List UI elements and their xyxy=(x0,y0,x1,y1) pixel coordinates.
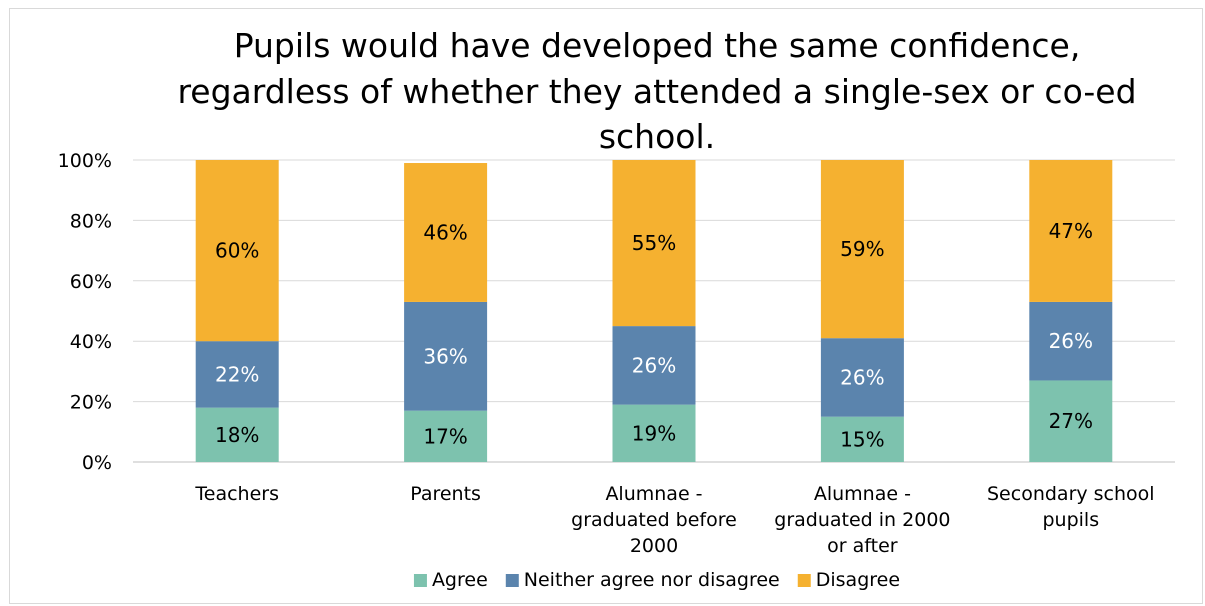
bar-segment xyxy=(820,160,904,339)
x-category-label: Alumnae - xyxy=(814,483,911,505)
x-category-label: Secondary school xyxy=(987,483,1155,505)
legend-label: Neither agree nor disagree xyxy=(524,569,780,591)
legend-swatch xyxy=(413,574,427,587)
legend: Agree Neither agree nor disagree Disagree xyxy=(413,569,900,591)
chart-title-line: school. xyxy=(599,117,715,156)
bars xyxy=(195,160,1113,462)
data-label: 22% xyxy=(215,362,259,386)
data-label: 46% xyxy=(423,220,467,244)
bar-segment xyxy=(612,160,696,327)
y-tick-label: 60% xyxy=(70,271,112,293)
x-category-label: graduated before xyxy=(571,509,737,531)
legend-item: Agree xyxy=(413,569,488,591)
data-label: 18% xyxy=(215,423,259,447)
y-tick-label: 80% xyxy=(70,210,112,232)
data-label: 60% xyxy=(215,239,259,263)
chart-title: Pupils would have developed the same con… xyxy=(177,26,1136,156)
data-label: 47% xyxy=(1049,219,1093,243)
data-label: 26% xyxy=(1049,329,1093,353)
data-label: 59% xyxy=(840,237,884,261)
x-category-label: Alumnae - xyxy=(605,483,702,505)
data-label: 26% xyxy=(632,353,676,377)
y-axis-ticks: 0% 20% 40% 60% 80% 100% xyxy=(58,150,112,474)
bar-segment xyxy=(820,416,904,462)
chart-title-line: regardless of whether they attended a si… xyxy=(177,72,1136,111)
data-label: 36% xyxy=(423,344,467,368)
legend-item: Disagree xyxy=(797,569,900,591)
data-label: 55% xyxy=(632,231,676,255)
bar-segment xyxy=(404,163,488,302)
x-category-label: graduated in 2000 xyxy=(774,509,950,531)
x-category-label: 2000 xyxy=(630,535,678,557)
bar-segment xyxy=(1029,160,1113,302)
legend-swatch xyxy=(505,574,519,587)
data-label: 19% xyxy=(632,421,676,445)
data-label: 15% xyxy=(840,427,884,451)
bar-segment xyxy=(612,326,696,405)
x-axis-categories: Teachers Parents Alumnae - graduated before… xyxy=(194,483,1154,557)
bar-segment xyxy=(195,407,279,462)
data-label: 17% xyxy=(423,424,467,448)
data-labels: 18% 22% 60% 17% 36% 46% 19% 26% 55% 15% 26% 59% 27% 2… xyxy=(215,219,1093,451)
legend-label: Agree xyxy=(432,569,488,591)
bar-segment xyxy=(612,404,696,462)
bar-segment xyxy=(1029,301,1113,381)
legend-item: Neither agree nor disagree xyxy=(505,569,780,591)
data-label: 26% xyxy=(840,365,884,389)
x-category-label: Parents xyxy=(410,483,481,505)
y-tick-label: 0% xyxy=(82,452,112,474)
legend-swatch xyxy=(797,574,811,587)
x-category-label: Teachers xyxy=(194,483,279,505)
x-category-label: or after xyxy=(827,535,898,557)
y-tick-label: 20% xyxy=(70,392,112,414)
y-tick-label: 40% xyxy=(70,331,112,353)
chart-title-line: Pupils would have developed the same con… xyxy=(234,26,1081,65)
legend-label: Disagree xyxy=(816,569,900,591)
bar-segment xyxy=(404,410,488,462)
data-label: 27% xyxy=(1049,409,1093,433)
bar-segment xyxy=(404,301,488,411)
x-category-label: pupils xyxy=(1042,509,1099,531)
bar-segment xyxy=(195,160,279,342)
y-tick-label: 100% xyxy=(58,150,112,172)
bar-segment xyxy=(195,341,279,408)
bar-segment xyxy=(820,338,904,417)
bar-segment xyxy=(1029,380,1113,462)
